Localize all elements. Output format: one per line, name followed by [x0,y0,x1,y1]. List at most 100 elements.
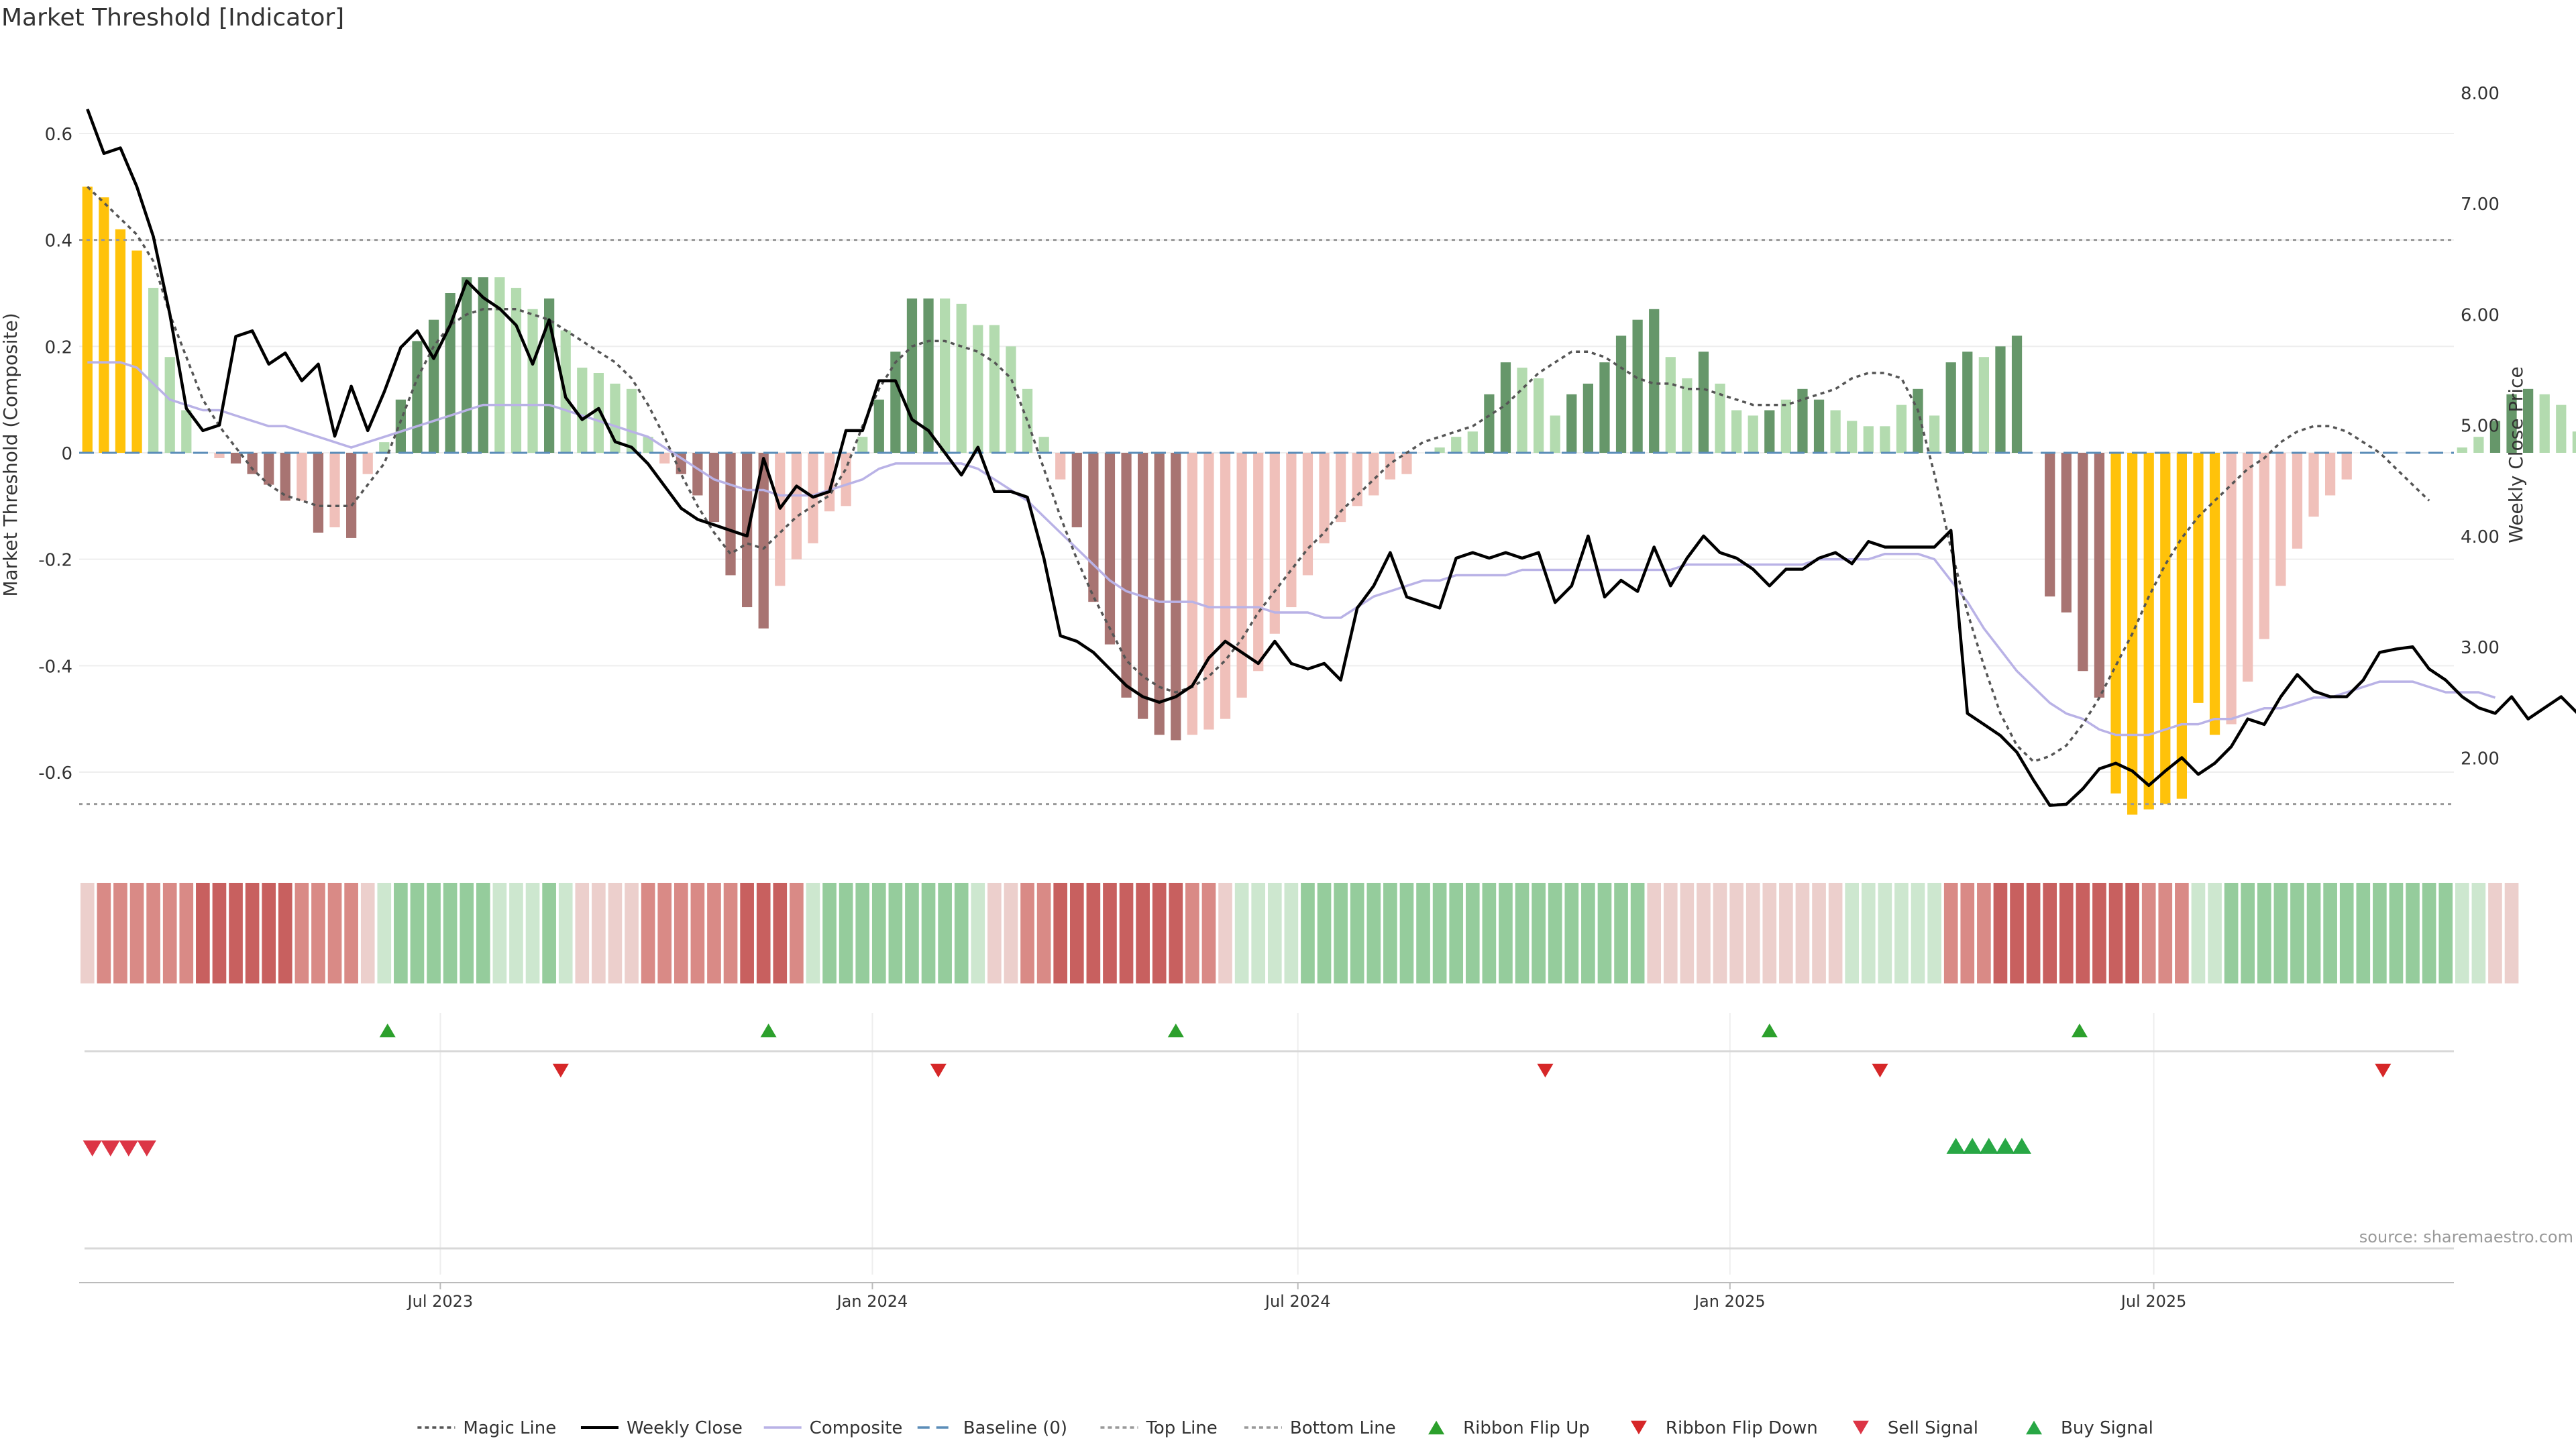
ribbon-cell [2158,883,2173,983]
y-tick-right: 2.00 [2461,749,2500,769]
composite-bar [1748,415,1758,453]
ribbon-cell [871,883,886,983]
composite-bar [1566,394,1577,453]
composite-bar [708,453,720,523]
composite-bar [1055,453,1066,480]
ribbon-cell [1812,883,1826,983]
composite-bar [1698,352,1709,453]
ribbon-cell [1911,883,1925,983]
ribbon-cell [756,883,771,983]
composite-bar [329,453,340,528]
ribbon-cell [822,883,837,983]
ribbon-cell [2191,883,2206,983]
composite-bar [692,453,703,496]
ribbon-cell [492,883,507,983]
ribbon-cell [1943,883,1958,983]
ribbon-cell [344,883,358,983]
ribbon-flip-up-marker [760,1023,777,1038]
composite-bar [1913,388,1923,453]
ribbon-cell [80,883,95,983]
composite-bar [2011,335,2023,453]
ribbon-cell [954,883,969,983]
composite-line [87,361,2496,737]
ribbon-flip-up-marker [2071,1023,2088,1038]
legend-label: Buy Signal [2061,1418,2153,1438]
ribbon-cell [443,883,458,983]
ribbon-cell [740,883,754,983]
composite-bar [2556,405,2567,453]
sell-signal-marker [83,1140,102,1157]
y-axis-left-label: Market Threshold (Composite) [0,313,21,596]
sell-signal-marker [137,1140,156,1157]
ribbon-cell [1218,883,1232,983]
sell-signal-marker [119,1140,138,1157]
composite-bar [511,288,522,453]
ribbon-cell [674,883,688,983]
ribbon-cell [1152,883,1167,983]
ribbon-cell [855,883,870,983]
ribbon-cell [327,883,342,983]
ribbon-cell [2504,883,2519,983]
composite-bar [1550,415,1560,453]
composite-bar [2489,421,2501,453]
composite-bar [626,388,637,453]
ribbon-cell [2141,883,2156,983]
ribbon-cell [938,883,952,983]
legend-item: Top Line [1100,1418,1218,1438]
ribbon-cell [1251,883,1266,983]
ribbon-cell [2224,883,2239,983]
grid-layer [79,133,2454,1275]
ribbon-cell [1383,883,1397,983]
composite-bar [164,357,175,453]
buy-signal-marker [1979,1138,1998,1154]
ribbon-cell [723,883,738,983]
ribbon-cell [2010,883,2024,983]
ribbon-cell [1927,883,1941,983]
ribbon-cell [1201,883,1216,983]
composite-bar [1978,357,1989,453]
legend-item: Weekly Close [580,1418,743,1438]
ribbon-cell [971,883,985,983]
legend-label: Bottom Line [1290,1418,1396,1438]
ribbon-flip-down-marker [1872,1063,1888,1078]
composite-bar [1187,453,1197,735]
composite-bar [395,399,406,453]
ribbon-cell [1136,883,1150,983]
composite-bar [1071,453,1082,528]
composite-bar [906,298,918,453]
composite-bar [1847,421,1858,453]
legend-item: Magic Line [417,1418,556,1438]
composite-bar [1682,378,1693,453]
y-tick-left: 0.2 [45,337,72,358]
x-tick-label: Jul 2025 [2120,1292,2187,1311]
x-tick-label: Jul 2024 [1264,1292,1331,1311]
ribbon-cell [1795,883,1810,983]
composite-bar [1434,447,1445,453]
ribbon-cell [1432,883,1447,983]
composite-bar [2193,453,2204,703]
ribbon-cell [690,883,705,983]
composite-bar [214,453,225,458]
composite-bar [989,325,1000,453]
y-tick-left: -0.6 [38,763,72,784]
composite-bar [2078,453,2088,672]
composite-bar [1038,437,1049,453]
composite-bar [1220,453,1231,719]
ribbon-cell [2373,883,2387,983]
composite-bar [1302,453,1313,576]
ribbon-cell [146,883,160,983]
ribbon-cell [1960,883,1975,983]
ribbon-cell [2026,883,2041,983]
ribbon-cell [839,883,853,983]
ribbon-cell [1515,883,1529,983]
composite-bar [313,453,324,533]
ribbon-cell [641,883,655,983]
y-tick-right: 4.00 [2461,527,2500,547]
composite-bar [1880,426,1890,453]
composite-bar [593,373,604,453]
composite-bar [1632,319,1643,453]
composite-bar [1534,378,1544,453]
composite-bar [2325,453,2336,496]
legend-label: Sell Signal [1888,1418,1978,1438]
legend-item: Bottom Line [1244,1418,1396,1438]
